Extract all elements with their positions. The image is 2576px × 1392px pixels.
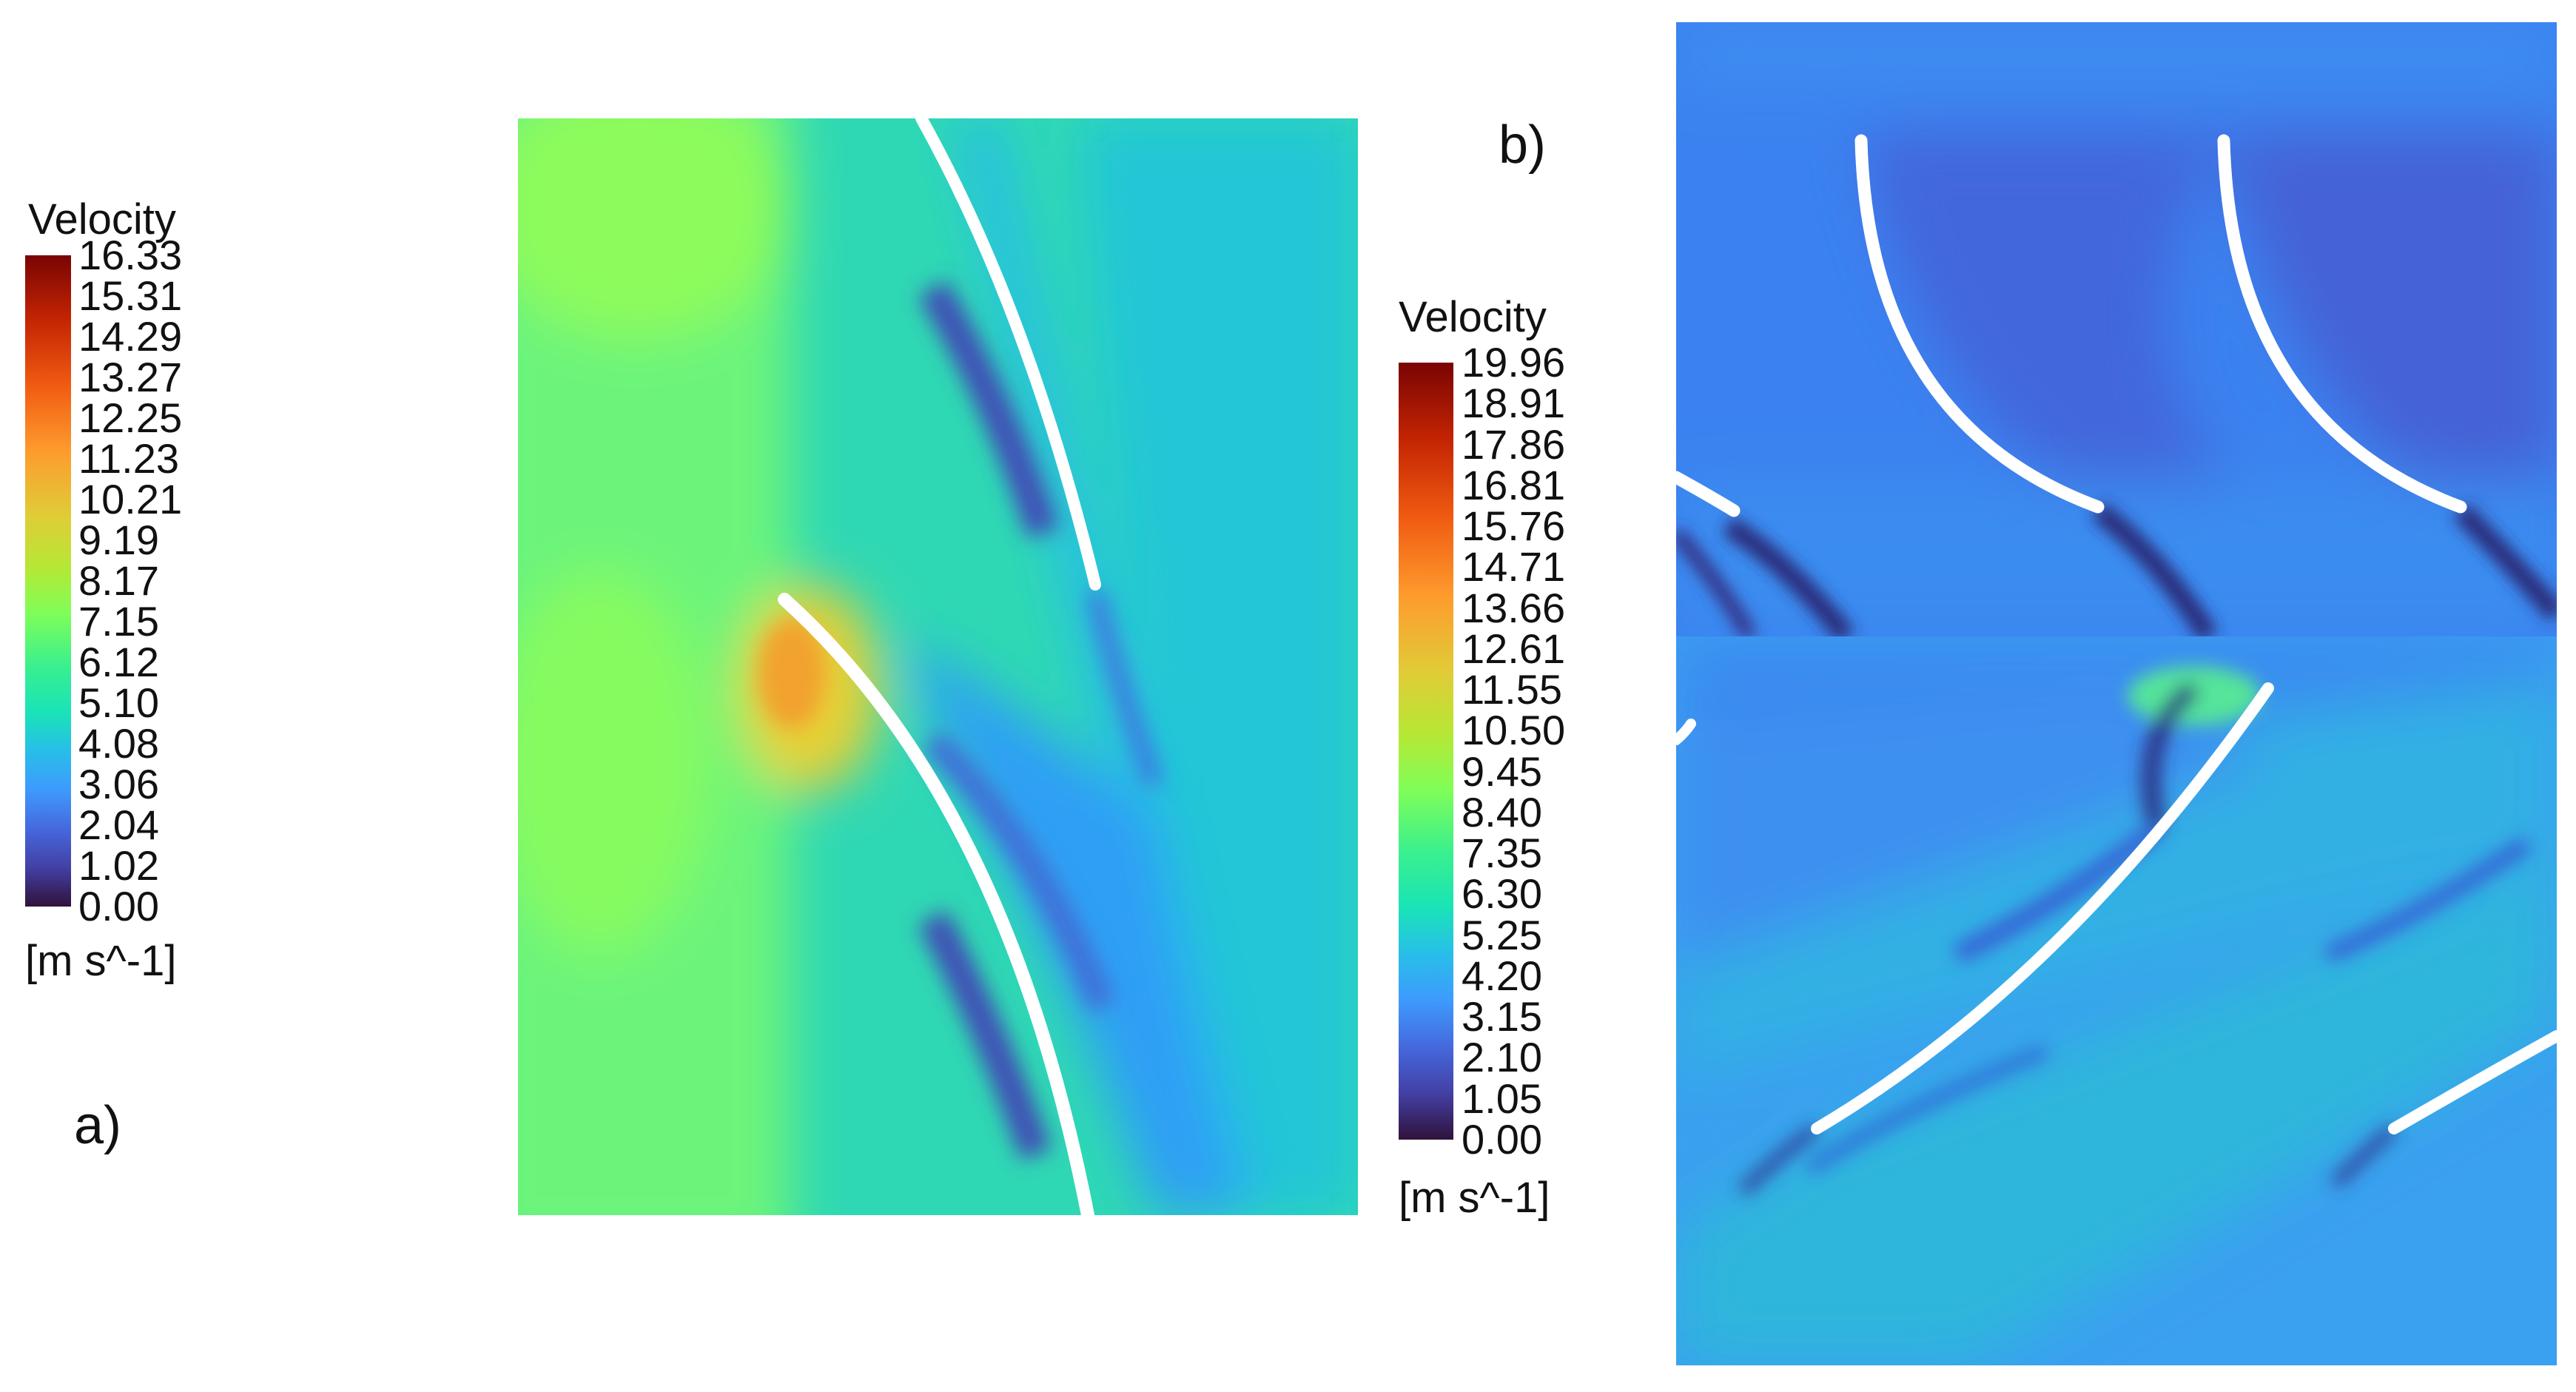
legend-b-tick-label: 13.66 [1462, 584, 1566, 631]
legend-b-tick-label: 14.71 [1462, 543, 1566, 591]
legend-a-tick-label: 15.31 [78, 272, 183, 319]
legend-b-tick-label: 12.61 [1462, 625, 1566, 672]
legend-b-tick-label: 19.96 [1462, 339, 1566, 386]
legend-b-tick-label: 10.50 [1462, 707, 1566, 754]
legend-a-tick-label: 1.02 [78, 842, 159, 889]
legend-a-tick-label: 3.06 [78, 761, 159, 807]
legend-a-tick-label: 16.33 [78, 232, 183, 278]
legend-a-tick-label: 7.15 [78, 598, 159, 645]
legend-a-tick-label: 8.17 [78, 557, 159, 604]
legend-a-tick-label: 9.19 [78, 517, 159, 563]
legend-a-tick-label: 5.10 [78, 679, 159, 726]
panel-a-label: a) [74, 1096, 122, 1155]
legend-a-tick-label: 10.21 [78, 476, 183, 522]
legend-a-tick-label: 4.08 [78, 720, 159, 767]
legend-b-tick-label: 7.35 [1462, 830, 1542, 877]
legend-a-tick-label: 0.00 [78, 883, 159, 929]
legend-b-ticks: 19.96 18.91 17.86 16.81 15.76 14.71 13.66 12.61… [1462, 342, 1647, 1160]
legend-b-colorbar [1399, 363, 1453, 1140]
legend-a-tick-label: 12.25 [78, 394, 183, 441]
legend-b-title: Velocity [1399, 293, 1547, 341]
legend-b-tick-label: 3.15 [1462, 993, 1542, 1040]
legend-a-tick-label: 13.27 [78, 354, 183, 400]
legend-b-tick-label: 16.81 [1462, 461, 1566, 508]
legend-b-tick-label: 9.45 [1462, 747, 1542, 795]
legend-a-tick-label: 6.12 [78, 639, 159, 685]
legend-b-unit: [m s^-1] [1399, 1174, 1550, 1222]
panel-b-bottom-velocity-field [1676, 636, 2557, 1365]
panel-b-label: b) [1499, 115, 1547, 175]
legend-b-tick-label: 0.00 [1462, 1116, 1542, 1163]
legend-b-tick-label: 15.76 [1462, 502, 1566, 550]
legend-b-tick-label: 2.10 [1462, 1034, 1542, 1081]
legend-b-tick-label: 4.20 [1462, 952, 1542, 999]
legend-a-title: Velocity [28, 195, 176, 243]
legend-a-tick-label: 11.23 [78, 435, 179, 482]
legend-a-tick-label: 2.04 [78, 801, 159, 848]
legend-b-tick-label: 1.05 [1462, 1075, 1542, 1122]
legend-a-tick-label: 14.29 [78, 313, 183, 360]
legend-b-tick-label: 18.91 [1462, 380, 1566, 427]
legend-a-colorbar [25, 255, 71, 907]
legend-b-tick-label: 11.55 [1462, 666, 1562, 713]
legend-b-tick-label: 17.86 [1462, 420, 1566, 468]
panel-b-top-velocity-field [1676, 22, 2557, 636]
legend-b-tick-label: 6.30 [1462, 870, 1542, 918]
panel-a-velocity-field [518, 118, 1358, 1215]
legend-b-tick-label: 8.40 [1462, 788, 1542, 835]
legend-b-tick-label: 5.25 [1462, 911, 1542, 958]
legend-a-ticks: 16.33 15.31 14.29 13.27 12.25 11.23 10.21 9.19 8… [78, 235, 241, 927]
legend-a-unit: [m s^-1] [25, 937, 177, 985]
